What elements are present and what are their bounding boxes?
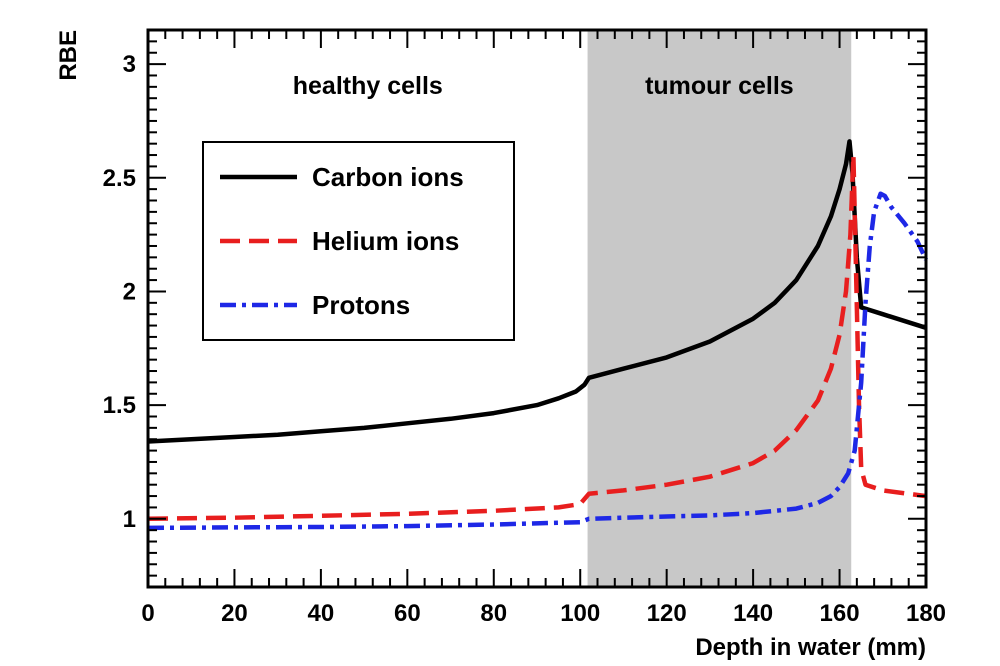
x-tick-label: 160 [820,600,860,627]
plot-frame [146,28,928,589]
x-axis-title: Depth in water (mm) [695,634,926,661]
series-lines [147,139,929,531]
y-tick-label: 1.5 [103,392,136,419]
region-label-healthy-cells: healthy cells [293,72,443,100]
region-labels: healthy cells tumour cells [293,72,794,100]
y-axis-title: RBE [55,30,82,81]
x-tick-label: 20 [221,600,248,627]
y-tick-label: 1 [123,506,136,533]
legend-label-protons: Protons [312,290,410,320]
x-tick-label: 40 [308,600,335,627]
y-tick-label: 3 [123,51,136,78]
y-axis-ticks: 1 1.5 2 2.5 3 [103,29,926,577]
legend-label-helium-ions: Helium ions [312,226,459,256]
line-carbon-ions [147,139,927,444]
line-protons [147,191,929,531]
region-tumour-cells [587,30,852,587]
y-tick-label: 2 [123,278,136,305]
x-tick-label: 80 [480,600,507,627]
x-tick-label: 60 [394,600,421,627]
x-tick-label: 100 [560,600,600,627]
x-axis-ticks: 0 20 40 60 80 100 120 140 160 180 [141,30,946,627]
y-tick-label: 2.5 [103,165,136,192]
x-tick-label: 120 [647,600,687,627]
x-tick-label: 140 [733,600,773,627]
line-helium-ions [147,152,927,522]
x-tick-label: 0 [141,600,154,627]
x-tick-label: 180 [906,600,946,627]
legend: Carbon ions Helium ions Protons [202,141,515,341]
legend-label-carbon-ions: Carbon ions [312,162,464,192]
region-label-tumour-cells: tumour cells [645,72,794,100]
